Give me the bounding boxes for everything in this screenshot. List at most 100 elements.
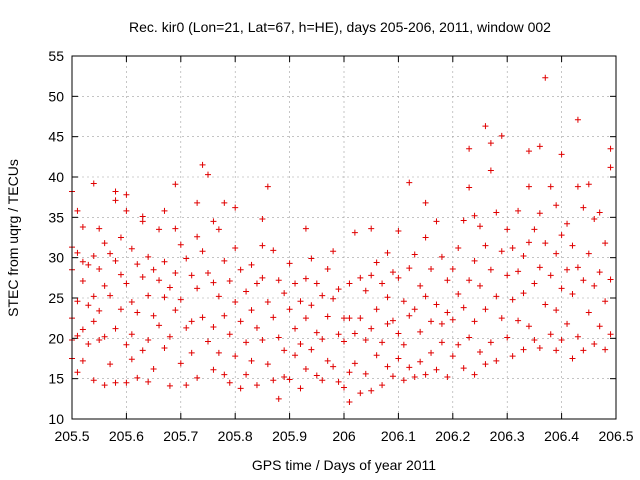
data-point [253, 382, 260, 389]
data-point [264, 299, 271, 306]
data-point [330, 295, 337, 302]
data-point [460, 365, 467, 372]
data-point [574, 116, 581, 123]
data-point [199, 314, 206, 321]
data-point [406, 312, 413, 319]
data-point [411, 306, 418, 313]
data-point [520, 290, 527, 297]
data-point [542, 301, 549, 308]
data-point [117, 306, 124, 313]
data-point [362, 370, 369, 377]
x-tick-label: 206 [332, 428, 356, 444]
y-tick-label: 50 [48, 88, 64, 104]
data-point [210, 324, 217, 331]
data-point [259, 215, 266, 222]
data-point [85, 302, 92, 309]
data-point [112, 257, 119, 264]
data-point [384, 294, 391, 301]
data-point [90, 180, 97, 187]
data-point [487, 167, 494, 174]
data-point [449, 265, 456, 272]
ticks: 205.5 205.6 205.7 205.8 205.9 206 206.1 206.2 20… [48, 48, 633, 444]
data-point [509, 244, 516, 251]
x-tick-label: 206.1 [381, 428, 416, 444]
data-point [509, 296, 516, 303]
data-point [259, 336, 266, 343]
data-point [101, 282, 108, 289]
data-point [362, 336, 369, 343]
data-point [558, 151, 565, 158]
data-point [74, 332, 81, 339]
data-point [145, 292, 152, 299]
data-point [313, 372, 320, 379]
data-point [210, 218, 217, 225]
data-point [335, 378, 342, 385]
data-point [553, 202, 560, 209]
data-point [237, 318, 244, 325]
data-point [558, 336, 565, 343]
data-point [547, 331, 554, 338]
data-point [112, 325, 119, 332]
data-point [379, 339, 386, 346]
data-point [123, 341, 130, 348]
data-point [156, 226, 163, 233]
x-tick-label: 205.6 [109, 428, 144, 444]
data-point [145, 378, 152, 385]
data-point [232, 299, 239, 306]
data-point [253, 324, 260, 331]
data-point [422, 371, 429, 378]
data-point [232, 353, 239, 360]
data-point [433, 218, 440, 225]
data-point [248, 307, 255, 314]
data-point [302, 225, 309, 232]
data-point [553, 250, 560, 257]
data-point [237, 266, 244, 273]
data-point [433, 301, 440, 308]
data-point [395, 274, 402, 281]
data-point [341, 315, 347, 322]
data-point [210, 366, 217, 373]
data-point [591, 282, 598, 289]
data-point [156, 322, 163, 329]
data-point [341, 384, 347, 391]
data-point [324, 357, 331, 364]
data-point [215, 349, 222, 356]
data-point [188, 272, 195, 279]
data-point [172, 269, 179, 276]
data-point [368, 225, 375, 232]
data-point [580, 347, 587, 354]
data-point [574, 264, 581, 271]
data-point [107, 361, 114, 368]
data-point [357, 274, 364, 281]
data-point [74, 249, 81, 256]
data-point [525, 239, 532, 246]
data-point [341, 338, 347, 345]
data-point [302, 365, 309, 372]
data-point [525, 183, 532, 190]
data-point [123, 191, 130, 198]
data-point [346, 315, 353, 322]
data-point [150, 365, 157, 372]
data-point [493, 293, 500, 300]
data-point [536, 210, 543, 217]
data-point [286, 260, 293, 267]
data-point [85, 340, 92, 347]
data-point [243, 371, 250, 378]
data-point [368, 272, 375, 279]
data-point [591, 340, 598, 347]
data-point [444, 309, 451, 316]
data-point [74, 207, 81, 214]
data-point [428, 349, 435, 356]
data-point [482, 242, 489, 249]
data-point [531, 280, 538, 287]
data-point [379, 382, 386, 389]
data-point [275, 395, 282, 402]
data-point [281, 290, 288, 297]
data-point [471, 257, 478, 264]
data-point [357, 390, 364, 397]
data-point [123, 280, 130, 287]
data-point [259, 242, 266, 249]
data-point [237, 385, 244, 392]
data-point [313, 280, 320, 287]
data-point [221, 257, 228, 264]
